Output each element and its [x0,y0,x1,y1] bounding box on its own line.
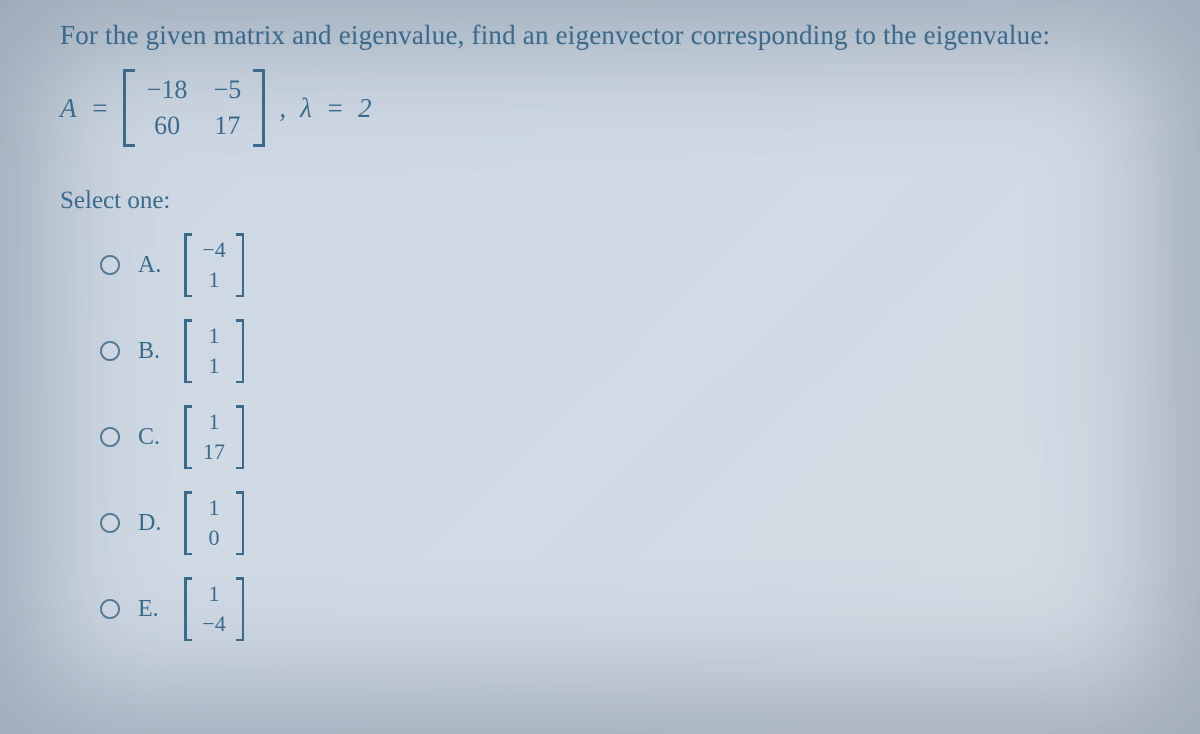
separator-comma: , [279,93,286,124]
option-B[interactable]: B. 1 1 [100,319,1160,383]
option-label: E. [138,596,166,623]
option-list: A. −4 1 B. 1 1 [100,233,1160,641]
radio-icon[interactable] [100,341,120,361]
select-one-label: Select one: [60,187,1160,215]
option-D[interactable]: D. 1 0 [100,491,1160,555]
radio-icon[interactable] [100,255,120,275]
matrix-A-cell-1-1: 17 [213,111,241,141]
matrix-symbol-A: A [60,93,77,124]
radio-icon[interactable] [100,427,120,447]
option-C[interactable]: C. 1 17 [100,405,1160,469]
matrix-A-cell-0-0: −18 [147,75,188,105]
question-text: For the given matrix and eigenvalue, fin… [60,20,1160,51]
option-label: C. [138,424,166,451]
vector-cell: −4 [200,611,228,637]
vector-cell: 1 [200,323,228,349]
option-D-vector: 1 0 [184,491,244,555]
equals-sign: = [91,93,109,124]
radio-icon[interactable] [100,599,120,619]
vector-cell: 17 [200,439,228,465]
option-E-vector: 1 −4 [184,577,244,641]
option-C-vector: 1 17 [184,405,244,469]
matrix-A-cell-1-0: 60 [147,111,188,141]
problem-statement: A = −18 −5 60 17 , λ = 2 [60,69,1160,147]
option-A-vector: −4 1 [184,233,244,297]
option-label: A. [138,252,166,279]
vector-cell: −4 [200,237,228,263]
option-label: B. [138,338,166,365]
option-B-vector: 1 1 [184,319,244,383]
option-label: D. [138,510,166,537]
matrix-A: −18 −5 60 17 [123,69,266,147]
vector-cell: 1 [200,267,228,293]
option-E[interactable]: E. 1 −4 [100,577,1160,641]
vector-cell: 1 [200,581,228,607]
lambda-value: 2 [358,93,372,124]
vector-cell: 1 [200,353,228,379]
lambda-equals: = [326,93,344,124]
radio-icon[interactable] [100,513,120,533]
matrix-A-cell-0-1: −5 [213,75,241,105]
vector-cell: 0 [200,525,228,551]
vector-cell: 1 [200,409,228,435]
option-A[interactable]: A. −4 1 [100,233,1160,297]
lambda-symbol: λ [300,93,312,124]
vector-cell: 1 [200,495,228,521]
